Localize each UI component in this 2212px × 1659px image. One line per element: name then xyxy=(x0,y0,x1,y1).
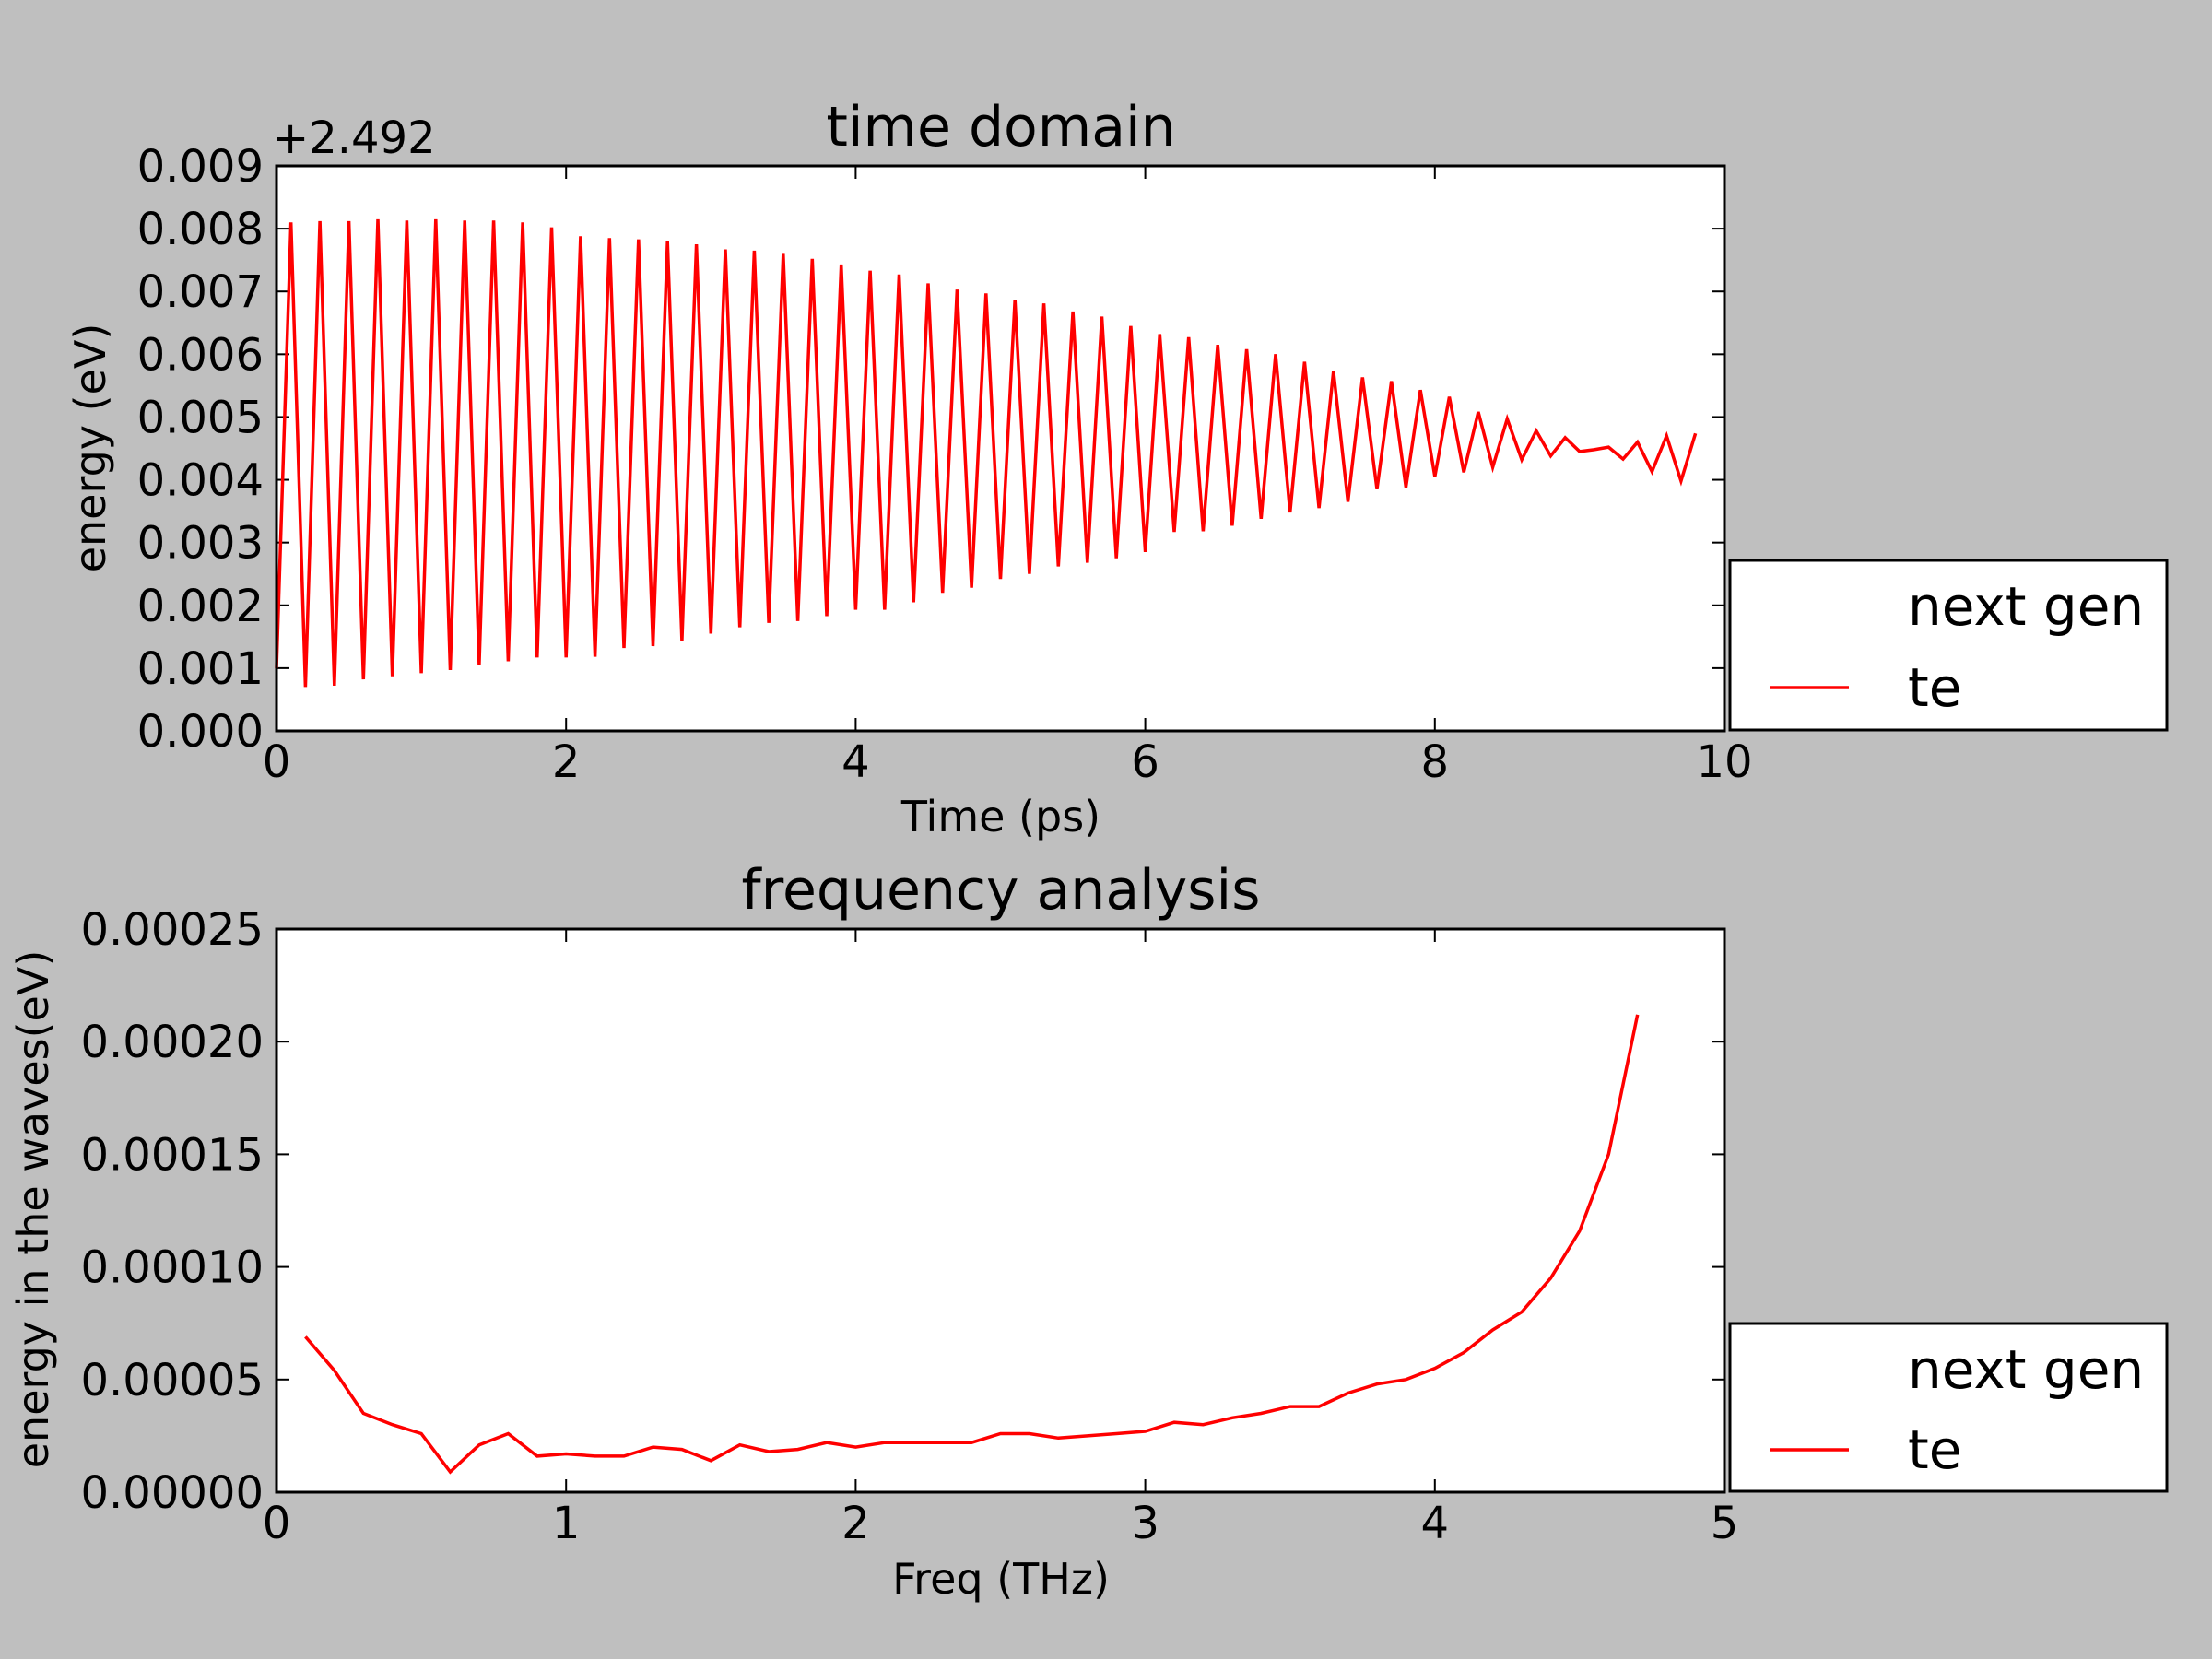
time-domain-y-tick-label: 0.001 xyxy=(137,643,264,695)
time-domain-x-tick-label: 10 xyxy=(1696,736,1752,788)
frequency-y-tick-label: 0.00000 xyxy=(81,1467,265,1519)
time-domain-y-tick-label: 0.007 xyxy=(137,266,264,318)
frequency-x-tick-label: 5 xyxy=(1711,1498,1739,1549)
time-domain-x-tick-label: 2 xyxy=(552,736,581,788)
frequency-x-label: Freq (THz) xyxy=(892,1554,1110,1604)
time-domain-subplot: 0 2 4 6 8 10 0.000 0.001 0.002 0.003 0.004 0.005 0.0… xyxy=(65,95,2169,841)
frequency-x-tick-label: 3 xyxy=(1131,1498,1159,1549)
time-domain-x-tick-label: 4 xyxy=(841,736,870,788)
time-domain-legend: next gen te xyxy=(1728,559,2169,732)
time-domain-y-offset: +2.492 xyxy=(272,112,436,164)
time-domain-y-tick-label: 0.002 xyxy=(137,581,264,632)
time-domain-title: time domain xyxy=(826,95,1175,159)
frequency-ticks: 0 1 2 3 4 5 0.00000 0.00005 0.00010 0.00015 0.0002… xyxy=(81,904,1739,1549)
time-domain-y-tick-label: 0.008 xyxy=(137,204,264,255)
time-domain-y-label: energy (eV) xyxy=(65,324,115,573)
frequency-series-te xyxy=(304,1014,1640,1475)
frequency-y-tick-label: 0.00015 xyxy=(81,1129,265,1181)
time-domain-axes-frame xyxy=(275,164,1726,733)
time-domain-y-tick-label: 0.000 xyxy=(137,706,264,758)
frequency-x-tick-label: 2 xyxy=(841,1498,870,1549)
time-domain-x-label: Time (ps) xyxy=(900,792,1100,841)
frequency-legend-frame xyxy=(1728,1322,2169,1493)
time-domain-legend-entry-1: next gen xyxy=(1908,575,2144,638)
frequency-y-tick-label: 0.00025 xyxy=(81,904,265,956)
frequency-x-tick-label: 1 xyxy=(552,1498,581,1549)
frequency-axes-background xyxy=(276,929,1724,1492)
time-domain-axes-background xyxy=(276,166,1724,731)
frequency-x-tick-label: 4 xyxy=(1421,1498,1450,1549)
time-domain-y-tick-label: 0.006 xyxy=(137,329,264,381)
frequency-axes-frame xyxy=(275,927,1726,1494)
frequency-x-tick-label: 0 xyxy=(263,1498,291,1549)
frequency-legend: next gen te xyxy=(1728,1322,2169,1493)
frequency-analysis-subplot: 0 1 2 3 4 5 0.00000 0.00005 0.00010 0.00015 0.0002… xyxy=(8,858,2169,1604)
frequency-y-tick-label: 0.00020 xyxy=(81,1017,265,1068)
frequency-y-tick-label: 0.00010 xyxy=(81,1242,265,1294)
time-domain-x-tick-label: 8 xyxy=(1421,736,1450,788)
time-domain-x-tick-label: 6 xyxy=(1131,736,1159,788)
time-domain-x-tick-label: 0 xyxy=(263,736,291,788)
frequency-title: frequency analysis xyxy=(742,858,1261,923)
time-domain-ticks: 0 2 4 6 8 10 0.000 0.001 0.002 0.003 0.004 0.005 0.0… xyxy=(137,141,1753,788)
time-domain-y-tick-label: 0.003 xyxy=(137,518,264,570)
time-domain-legend-frame xyxy=(1728,559,2169,732)
time-domain-series-te xyxy=(275,218,1698,688)
frequency-legend-entry-1: next gen xyxy=(1908,1338,2144,1401)
time-domain-y-tick-label: 0.004 xyxy=(137,455,264,507)
frequency-legend-entry-2: te xyxy=(1908,1418,1961,1481)
time-domain-y-tick-label: 0.005 xyxy=(137,392,264,443)
time-domain-y-tick-label: 0.009 xyxy=(137,141,264,193)
time-domain-legend-entry-2: te xyxy=(1908,656,1961,719)
frequency-y-tick-label: 0.00005 xyxy=(81,1355,265,1406)
frequency-y-label: energy in the waves(eV) xyxy=(8,950,58,1469)
